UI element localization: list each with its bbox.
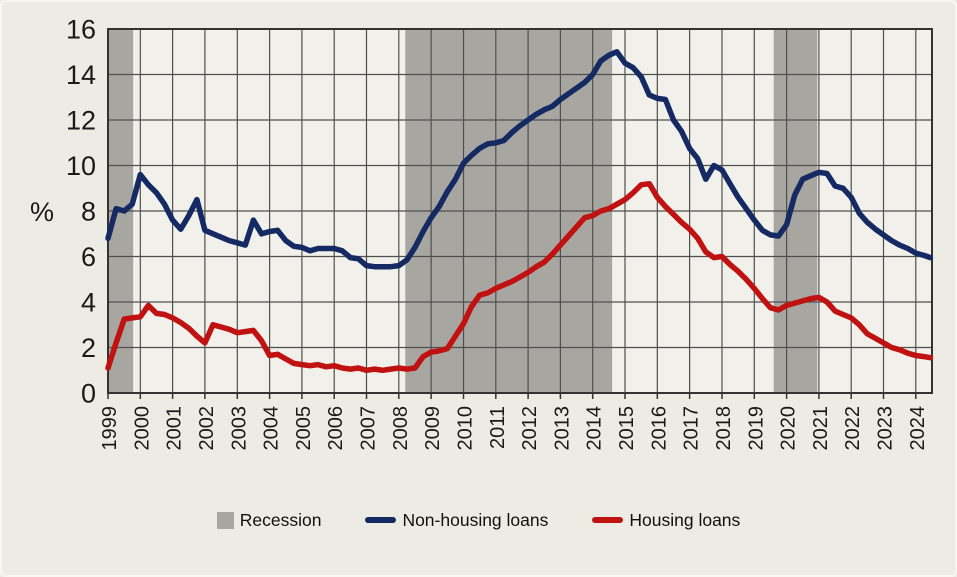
x-tick-label: 2023: [875, 406, 897, 451]
x-tick-label: 2006: [325, 406, 347, 451]
legend-label-recession: Recession: [239, 509, 322, 530]
housing-loans-line-swatch-icon: [592, 517, 624, 523]
y-tick-label: 2: [81, 333, 96, 363]
legend-item-recession: Recession: [216, 509, 322, 531]
x-tick-label: 2024: [907, 406, 929, 451]
series-line-non-housing-loans: [105, 49, 934, 270]
y-tick-label: 16: [66, 15, 96, 45]
non-housing-loans-line-swatch-icon: [365, 517, 397, 523]
legend-item-housing-loans: Housing loans: [592, 510, 740, 531]
x-tick-label: 2008: [390, 406, 412, 451]
x-tick-label: 2016: [648, 406, 670, 451]
y-tick-label: 0: [81, 379, 96, 409]
recession-swatch-icon: [216, 511, 234, 529]
x-tick-label: 1999: [99, 406, 121, 451]
x-tick-label: 2004: [261, 406, 283, 451]
x-tick-label: 2011: [487, 406, 509, 449]
y-axis-unit-label: %: [29, 197, 54, 227]
x-tick-label: 2009: [422, 406, 444, 451]
x-tick-label: 2013: [551, 406, 573, 451]
x-tick-label: 2007: [358, 406, 380, 451]
x-tick-label: 2012: [519, 406, 541, 451]
x-tick-label: 2001: [164, 406, 186, 451]
x-tick-label: 2019: [745, 406, 767, 451]
plot-border: [107, 28, 933, 394]
x-tick-label: 2002: [196, 406, 218, 451]
y-tick-label: 14: [66, 60, 96, 90]
x-tick-label: 2005: [293, 406, 315, 451]
y-tick-label: 12: [66, 106, 96, 136]
x-tick-label: 2022: [842, 406, 864, 451]
x-tick-label: 2015: [616, 406, 638, 451]
x-tick-label: 2014: [584, 406, 606, 451]
legend-label-non-housing-loans: Non-housing loans: [402, 509, 549, 530]
y-tick-label: 4: [81, 288, 96, 318]
x-tick-label: 2010: [455, 406, 477, 451]
x-tick-label: 2018: [713, 406, 735, 451]
chart-canvas: 0 2 4 6 8 10 12 14 16 1999 2000 2001 2002 2003 2004 200…: [66, 15, 934, 451]
x-tick-label: 2000: [131, 406, 153, 451]
series-line-housing-loans: [105, 180, 934, 374]
legend-item-non-housing-loans: Non-housing loans: [365, 510, 548, 531]
y-tick-label: 8: [81, 197, 96, 227]
y-tick-label: 6: [81, 242, 96, 272]
x-tick-label: 2021: [810, 406, 832, 451]
legend-label-housing-loans: Housing loans: [629, 509, 741, 530]
x-tick-label: 2003: [228, 406, 250, 451]
x-tick-label: 2020: [778, 406, 800, 451]
y-tick-label: 10: [66, 151, 96, 181]
x-tick-label: 2017: [681, 406, 703, 451]
legend: Recession Non-housing loans Housing loan…: [2, 502, 955, 538]
